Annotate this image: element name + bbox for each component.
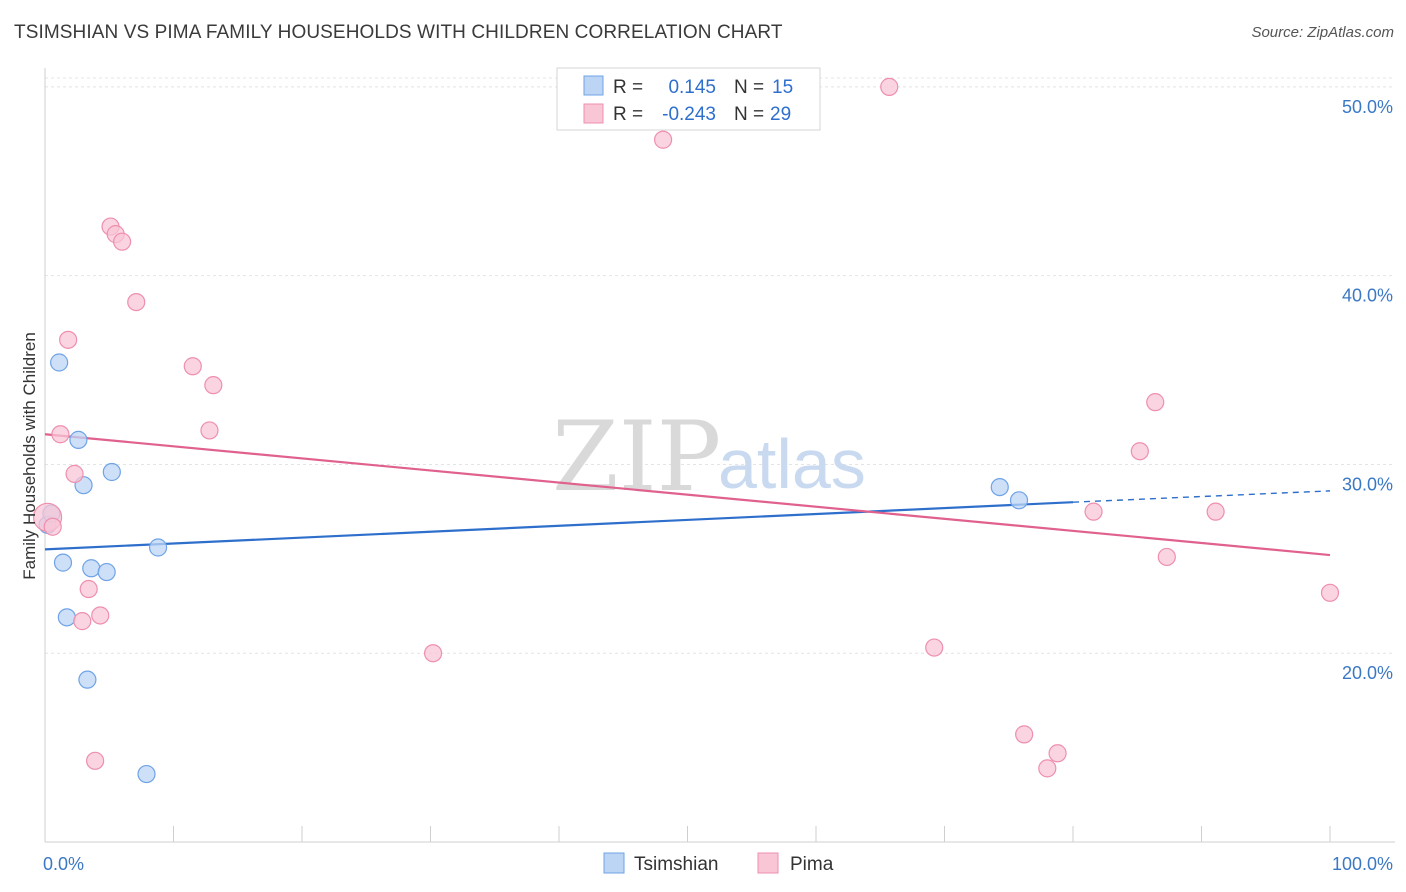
bottom-legend-swatch-tsimshian bbox=[603, 852, 625, 874]
data-point-tsimshian bbox=[53, 553, 73, 572]
data-point-pima bbox=[127, 292, 146, 312]
legend-r-value: 0.145 bbox=[668, 77, 716, 98]
data-point-tsimshian bbox=[148, 538, 168, 557]
data-point-pima bbox=[112, 232, 132, 251]
data-point-tsimshian bbox=[990, 477, 1009, 497]
data-point-pima bbox=[1157, 547, 1176, 567]
y-axis-label: Family Households with Children bbox=[20, 332, 39, 580]
y-tick-label: 30.0% bbox=[1342, 474, 1393, 494]
data-point-tsimshian bbox=[50, 353, 69, 372]
data-point-pima bbox=[925, 638, 944, 657]
bottom-legend: Tsimshian Pima bbox=[603, 852, 834, 875]
data-point-tsimshian bbox=[69, 430, 88, 449]
watermark-atlas: atlas bbox=[718, 425, 866, 503]
data-point-pima bbox=[1015, 725, 1034, 744]
y-tick-label: 40.0% bbox=[1342, 286, 1393, 306]
trend-line-extension bbox=[1072, 490, 1331, 503]
data-point-pima bbox=[200, 421, 219, 440]
source-label: Source: ZipAtlas.com bbox=[1251, 24, 1394, 41]
legend-swatch-tsimshian bbox=[583, 75, 604, 96]
y-tick-label: 20.0% bbox=[1342, 663, 1393, 683]
data-point-tsimshian bbox=[1009, 491, 1029, 510]
legend-n-value: 29 bbox=[770, 104, 791, 125]
data-point-pima bbox=[1038, 759, 1057, 778]
data-point-pima bbox=[1084, 502, 1103, 521]
data-point-pima bbox=[204, 376, 223, 395]
x-tick-labels: 0.0% 100.0% bbox=[43, 854, 1393, 874]
legend-r-label: R = bbox=[613, 104, 643, 125]
data-point-pima bbox=[86, 751, 105, 770]
data-point-tsimshian bbox=[102, 462, 121, 482]
legend-box: R = 0.145 N = 15 R = -0.243 N = 29 bbox=[556, 67, 821, 131]
y-tick-label: 50.0% bbox=[1342, 97, 1393, 117]
axes bbox=[44, 68, 1395, 843]
data-point-pima bbox=[1146, 393, 1165, 412]
data-point-pima bbox=[880, 77, 899, 96]
y-tick-labels: 20.0% 30.0% 40.0% 50.0% bbox=[1342, 97, 1393, 683]
data-point-pima bbox=[79, 579, 98, 599]
chart-title: TSIMSHIAN VS PIMA FAMILY HOUSEHOLDS WITH… bbox=[14, 22, 783, 43]
legend-r-label: R = bbox=[613, 77, 643, 98]
x-tick-label: 100.0% bbox=[1332, 854, 1393, 874]
legend-swatch-pima bbox=[583, 103, 604, 124]
legend-n-label: N = bbox=[734, 77, 764, 98]
x-tick-label: 0.0% bbox=[43, 854, 84, 874]
data-point-tsimshian bbox=[97, 562, 116, 582]
data-point-tsimshian bbox=[82, 559, 101, 578]
trend-line bbox=[44, 433, 1331, 557]
trend-lines bbox=[44, 433, 1331, 557]
data-point-tsimshian bbox=[78, 670, 97, 689]
data-points bbox=[32, 77, 1340, 784]
legend-n-value: 15 bbox=[772, 77, 793, 98]
data-point-pima bbox=[1320, 583, 1340, 602]
data-point-pima bbox=[43, 517, 62, 536]
bottom-legend-label-pima: Pima bbox=[790, 854, 834, 875]
data-point-pima bbox=[73, 612, 92, 631]
trend-line bbox=[44, 501, 1074, 551]
data-point-pima bbox=[59, 330, 78, 349]
grid-lines bbox=[45, 77, 1395, 654]
data-point-pima bbox=[91, 606, 110, 625]
bottom-legend-swatch-pima bbox=[757, 852, 779, 874]
data-point-pima bbox=[1130, 442, 1149, 461]
legend-r-value: -0.243 bbox=[662, 104, 716, 125]
data-point-pima bbox=[1206, 502, 1225, 521]
data-point-pima bbox=[1048, 744, 1067, 763]
data-point-pima bbox=[65, 464, 84, 483]
data-point-pima bbox=[423, 644, 443, 663]
bottom-legend-label-tsimshian: Tsimshian bbox=[634, 854, 718, 875]
legend-n-label: N = bbox=[734, 104, 764, 125]
data-point-tsimshian bbox=[57, 608, 76, 627]
data-point-tsimshian bbox=[137, 764, 156, 784]
data-point-pima bbox=[653, 130, 673, 149]
data-point-pima bbox=[183, 357, 202, 376]
data-point-pima bbox=[51, 425, 70, 444]
